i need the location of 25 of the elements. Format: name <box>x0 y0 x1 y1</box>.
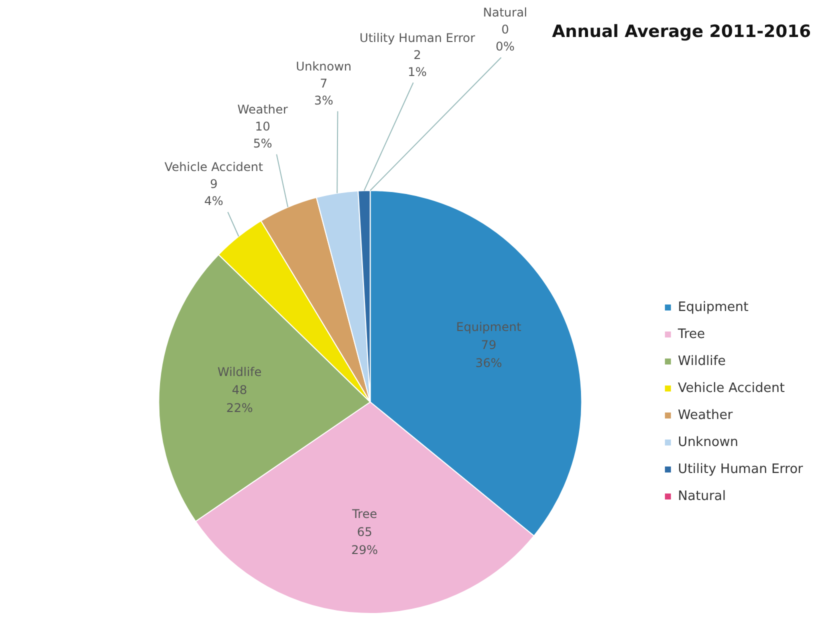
text: 0 0% <box>496 22 515 54</box>
legend-label: Tree <box>676 326 706 342</box>
legend-label: Equipment <box>678 300 749 315</box>
slice-label: Unknown <box>296 59 352 74</box>
legend-label: Weather <box>678 408 734 423</box>
slice-label: Tree <box>351 507 378 522</box>
data-label: 48 22% <box>226 382 253 415</box>
data-label: 7 3% <box>314 76 334 108</box>
category-label: Natural <box>483 6 528 20</box>
chart-title: Annual Average 2011-2016 <box>552 22 811 42</box>
data-label: 10 5% <box>253 119 272 150</box>
slice-label: Equipment <box>456 320 522 334</box>
slice-label: Weather <box>237 102 288 116</box>
data-label: 2 1% <box>408 48 427 79</box>
slice-label: Wildlife <box>217 364 262 379</box>
data-label: 79 36% <box>475 338 502 370</box>
slice-label: Utility Human Error <box>360 30 476 45</box>
legend-label: Unknown <box>678 434 738 450</box>
data-label: 9 4% <box>204 177 224 208</box>
data-label: 65 29% <box>351 525 378 558</box>
slice-label: Vehicle Accident <box>164 160 264 174</box>
legend-label: Natural <box>678 488 726 504</box>
legend-label: Wildlife <box>678 354 726 369</box>
legend-label: Utility Human Error <box>678 462 804 477</box>
legend-label: Vehicle Accident <box>678 380 785 396</box>
